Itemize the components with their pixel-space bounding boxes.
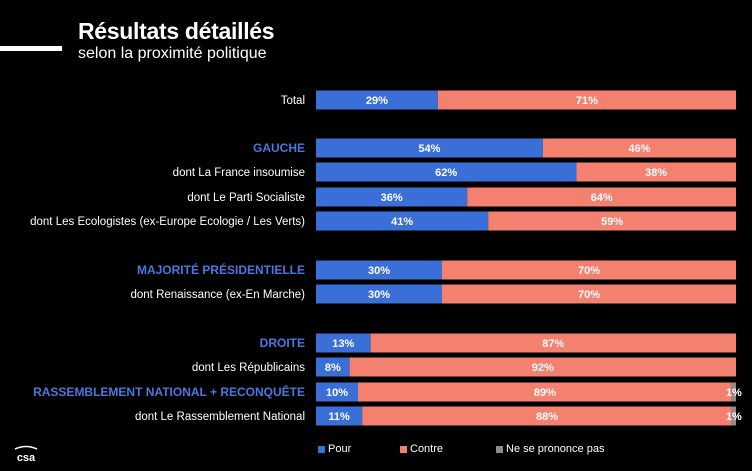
- category-label-total: Total: [281, 95, 305, 107]
- data-label-contre-dont-le-parti-socialiste: 64%: [591, 192, 613, 204]
- bar-pour-dont-les-ecologistes-ex-europe-ecologie-les-verts: [316, 211, 489, 231]
- bar-pour-gauche: [316, 138, 543, 158]
- category-label-dont-renaissance-ex-en-marche: dont Renaissance (ex-En Marche): [131, 289, 306, 301]
- legend-item-nsp: Ne se prononce pas: [496, 443, 604, 455]
- bar-contre-dont-renaissance-ex-en-marche: [442, 284, 736, 304]
- bar-contre-rassemblement-national-reconquete: [358, 382, 732, 402]
- bar-pour-dont-le-parti-socialiste: [316, 187, 468, 207]
- data-label-pour-dont-les-republicains: 8%: [325, 362, 341, 374]
- svg-text:csa: csa: [17, 452, 36, 464]
- data-label-contre-total: 71%: [576, 95, 598, 107]
- data-label-pour-gauche: 54%: [418, 143, 440, 155]
- bar-ne-se-prononce-pas-rassemblement-national-reconquete: [731, 382, 736, 402]
- data-label-pour-dont-la-france-insoumise: 62%: [435, 167, 457, 179]
- data-label-contre-gauche: 46%: [628, 143, 650, 155]
- data-label-pour-dont-le-parti-socialiste: 36%: [381, 192, 403, 204]
- bar-contre-dont-le-rassemblement-national: [362, 406, 732, 426]
- category-label-dont-le-parti-socialiste: dont Le Parti Socialiste: [187, 192, 305, 204]
- category-label-gauche: GAUCHE: [253, 141, 305, 155]
- bar-contre-total: [437, 90, 736, 110]
- category-label-dont-les-ecologistes-ex-europe-ecologie-les-verts: dont Les Ecologistes (ex-Europe Ecologie…: [30, 216, 305, 228]
- bar-contre-dont-la-france-insoumise: [576, 162, 736, 182]
- bar-pour-dont-les-republicains: [316, 357, 350, 377]
- data-label-contre-droite: 87%: [542, 338, 564, 350]
- page-title: Résultats détaillés: [78, 18, 275, 44]
- data-label-pour-dont-le-rassemblement-national: 11%: [328, 411, 350, 423]
- legend-swatch-pour: [318, 445, 325, 453]
- legend-label-nsp: Ne se prononce pas: [506, 443, 605, 455]
- bar-contre-gauche: [542, 138, 736, 158]
- data-label-ne-se-prononce-pas-rassemblement-national-reconquete: 1%: [726, 387, 742, 399]
- bar-pour-dont-renaissance-ex-en-marche: [316, 284, 442, 304]
- bar-contre-dont-le-parti-socialiste: [467, 187, 736, 207]
- page-subtitle: selon la proximité politique: [78, 45, 267, 62]
- bar-pour-total: [316, 90, 438, 110]
- data-label-contre-dont-le-rassemblement-national: 88%: [536, 411, 558, 423]
- category-label-dont-le-rassemblement-national: dont Le Rassemblement National: [135, 411, 305, 423]
- data-label-contre-dont-les-ecologistes-ex-europe-ecologie-les-verts: 59%: [601, 216, 623, 228]
- data-label-pour-dont-les-ecologistes-ex-europe-ecologie-les-verts: 41%: [391, 216, 413, 228]
- title-accent-line: [0, 46, 62, 51]
- legend-label-contre: Contre: [410, 443, 444, 455]
- bar-contre-dont-les-ecologistes-ex-europe-ecologie-les-verts: [488, 211, 736, 231]
- data-label-pour-droite: 13%: [332, 338, 354, 350]
- data-label-ne-se-prononce-pas-dont-le-rassemblement-national: 1%: [726, 411, 742, 423]
- data-label-pour-dont-renaissance-ex-en-marche: 30%: [368, 289, 390, 301]
- bar-pour-dont-la-france-insoumise: [316, 162, 577, 182]
- category-label-majorite-presidentielle: MAJORITÉ PRÉSIDENTIELLE: [137, 262, 305, 277]
- chart-legend: Pour Contre Ne se prononce pas: [0, 443, 752, 457]
- data-label-contre-dont-renaissance-ex-en-marche: 70%: [578, 289, 600, 301]
- bar-contre-dont-les-republicains: [349, 357, 736, 377]
- csa-logo: csa: [14, 445, 38, 464]
- category-label-rassemblement-national-reconquete: RASSEMBLEMENT NATIONAL + RECONQUÊTE: [33, 384, 305, 399]
- bar-pour-dont-le-rassemblement-national: [316, 406, 363, 426]
- category-label-dont-les-republicains: dont Les Républicains: [192, 362, 305, 374]
- data-label-contre-majorite-presidentielle: 70%: [578, 265, 600, 277]
- legend-label-pour: Pour: [328, 443, 352, 455]
- bar-pour-rassemblement-national-reconquete: [316, 382, 358, 402]
- data-label-contre-dont-les-republicains: 92%: [532, 362, 554, 374]
- category-label-dont-la-france-insoumise: dont La France insoumise: [173, 167, 305, 179]
- category-label-droite: DROITE: [260, 336, 305, 350]
- legend-item-contre: Contre: [400, 443, 443, 455]
- data-label-pour-total: 29%: [366, 95, 388, 107]
- bar-ne-se-prononce-pas-dont-le-rassemblement-national: [731, 406, 736, 426]
- legend-swatch-contre: [400, 445, 407, 453]
- legend-item-pour: Pour: [318, 443, 351, 455]
- bar-pour-droite: [316, 333, 371, 353]
- data-label-pour-majorite-presidentielle: 30%: [368, 265, 390, 277]
- data-label-pour-rassemblement-national-reconquete: 10%: [326, 387, 348, 399]
- bar-contre-majorite-presidentielle: [442, 260, 736, 280]
- data-label-contre-rassemblement-national-reconquete: 89%: [534, 387, 556, 399]
- bar-pour-majorite-presidentielle: [316, 260, 442, 280]
- legend-swatch-nsp: [496, 445, 503, 453]
- data-label-contre-dont-la-france-insoumise: 38%: [645, 167, 667, 179]
- bar-contre-droite: [370, 333, 736, 353]
